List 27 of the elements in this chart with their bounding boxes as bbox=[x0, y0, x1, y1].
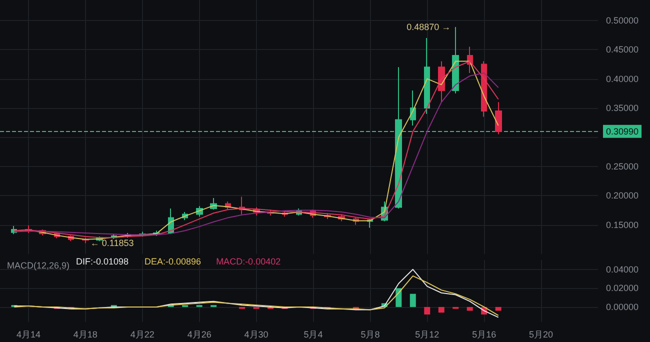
x-tick-label: 5月4 bbox=[304, 330, 323, 340]
x-tick-label: 5月16 bbox=[472, 330, 496, 340]
y-tick-label: 0.45000 bbox=[606, 44, 639, 55]
ref-line-label: 0.30990 bbox=[606, 126, 639, 136]
y-tick-label: 0.20000 bbox=[606, 190, 639, 201]
chart-title: MACD(12,26,9) bbox=[7, 260, 70, 270]
x-tick-label: 5月20 bbox=[529, 330, 554, 340]
text: DEA:-0.00896 bbox=[144, 256, 202, 266]
y-tick-label: 0.02000 bbox=[606, 283, 639, 294]
y-tick-label: 0.50000 bbox=[606, 15, 639, 26]
text: DIF:-0.01098 bbox=[76, 256, 129, 266]
annotation: ← 0.11853 bbox=[90, 238, 134, 248]
annotation: 0.48870 → bbox=[406, 22, 451, 32]
y-tick-label: 0.15000 bbox=[606, 220, 639, 230]
y-tick-label: 0.35000 bbox=[606, 103, 639, 114]
y-tick-label: 0.40000 bbox=[606, 74, 639, 84]
y-tick-label: 0.04000 bbox=[606, 264, 639, 274]
text: MACD:-0.00402 bbox=[216, 256, 281, 266]
x-tick-label: 5月12 bbox=[415, 330, 440, 340]
x-tick-label: 5月8 bbox=[360, 330, 380, 340]
x-tick-label: 4月18 bbox=[73, 330, 98, 340]
x-tick-label: 4月30 bbox=[244, 330, 268, 340]
y-tick-label: 0.25000 bbox=[606, 161, 639, 172]
x-tick-label: 4月22 bbox=[130, 330, 154, 340]
y-tick-label: 0.00000 bbox=[606, 302, 639, 312]
x-tick-label: 4月14 bbox=[16, 330, 40, 340]
x-tick-label: 4月26 bbox=[187, 330, 212, 340]
